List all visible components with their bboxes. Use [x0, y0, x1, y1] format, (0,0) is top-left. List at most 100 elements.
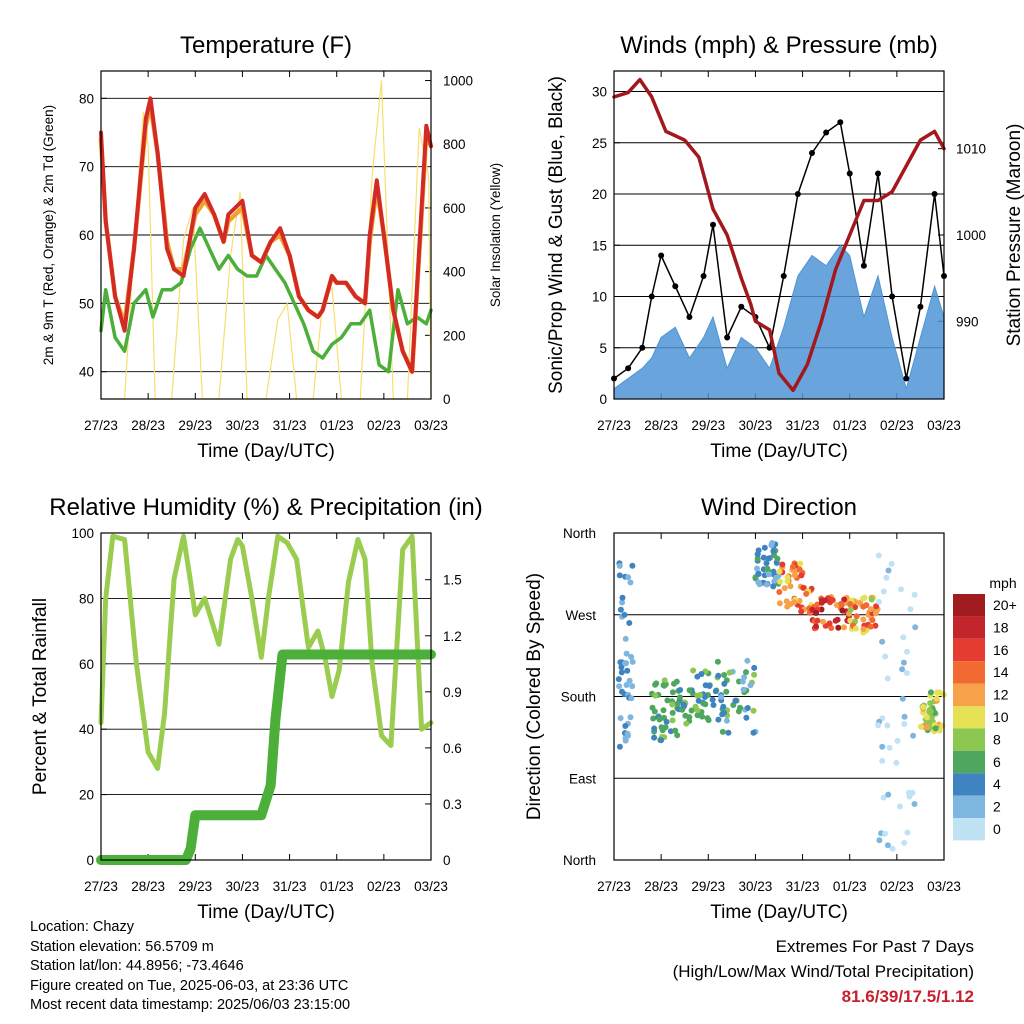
direction-point — [879, 743, 886, 750]
direction-point — [882, 830, 888, 837]
y-tick-label: 5 — [599, 341, 607, 356]
direction-point — [735, 708, 742, 715]
direction-point — [718, 693, 725, 700]
direction-point — [857, 599, 864, 606]
legend-label: 18 — [993, 619, 1009, 635]
direction-point — [888, 560, 895, 567]
direction-point — [677, 687, 684, 693]
direction-point — [880, 794, 887, 801]
direction-point — [669, 701, 676, 708]
series-gust — [613, 121, 945, 380]
direction-point — [702, 701, 709, 708]
direction-point — [627, 714, 634, 721]
direction-point — [934, 689, 941, 696]
direction-point — [901, 713, 908, 720]
x-tick-label: 03/23 — [927, 879, 961, 894]
direction-point — [622, 635, 629, 642]
direction-point — [790, 563, 796, 570]
direction-point — [776, 600, 783, 607]
x-tick-label: 29/23 — [178, 418, 212, 433]
direction-point — [928, 689, 934, 696]
x-tick-label: 29/23 — [691, 418, 725, 433]
legend-swatch — [953, 594, 985, 617]
direction-point — [894, 737, 901, 744]
direction-point — [617, 606, 624, 613]
direction-point — [884, 842, 891, 849]
plot-frame — [613, 532, 945, 861]
direction-point — [829, 597, 836, 604]
legend-swatch — [953, 616, 985, 639]
x-tick-label: 27/23 — [597, 879, 631, 894]
direction-point — [616, 743, 623, 750]
direction-point — [624, 667, 631, 674]
x-tick-label: 28/23 — [131, 418, 165, 433]
direction-point — [781, 585, 788, 592]
direction-point — [617, 715, 624, 722]
legend-swatch — [953, 750, 985, 774]
legend-title: mph — [989, 575, 1016, 591]
direction-point — [867, 606, 874, 613]
direction-point — [776, 568, 783, 575]
direction-point — [911, 591, 918, 598]
x-tick-label: 02/23 — [880, 418, 914, 433]
direction-point — [791, 572, 798, 579]
direction-point — [694, 707, 701, 714]
direction-point — [852, 625, 859, 632]
direction-point — [896, 803, 903, 810]
direction-point — [879, 638, 886, 645]
direction-point — [650, 715, 657, 722]
x-tick-label: 31/23 — [786, 879, 820, 894]
x-axis-label: Time (Day/UTC) — [710, 902, 848, 923]
direction-point — [721, 680, 728, 687]
y-tick-label: 80 — [79, 591, 94, 606]
x-axis-label: Time (Day/UTC) — [197, 902, 335, 923]
x-tick-label: 28/23 — [644, 418, 678, 433]
direction-point — [826, 620, 833, 627]
direction-point — [779, 561, 786, 568]
direction-point — [699, 713, 706, 720]
direction-point — [910, 732, 917, 739]
direction-point — [883, 574, 890, 581]
direction-point — [932, 725, 939, 732]
direction-point — [776, 578, 783, 585]
direction-point — [893, 759, 900, 766]
direction-point — [622, 723, 629, 729]
extremes-title: Extremes For Past 7 Days — [775, 937, 974, 956]
legend-label: 20+ — [993, 597, 1017, 613]
direction-point — [617, 659, 624, 666]
direction-point — [889, 845, 896, 852]
direction-point — [660, 682, 667, 689]
direction-point — [841, 596, 848, 603]
direction-point — [723, 688, 730, 695]
direction-point — [672, 727, 679, 734]
x-tick-label: 02/23 — [367, 879, 401, 894]
y-tick-label: West — [565, 608, 596, 623]
direction-point — [754, 551, 761, 558]
direction-point — [872, 622, 879, 629]
direction-point — [875, 722, 882, 729]
x-tick-label: 31/23 — [273, 879, 307, 894]
series-relative-humidity — [98, 533, 434, 771]
direction-point — [755, 579, 762, 586]
chart-title: Relative Humidity (%) & Precipitation (i… — [49, 494, 482, 521]
direction-point — [933, 695, 940, 702]
direction-point — [879, 757, 886, 764]
direction-point — [852, 604, 859, 611]
direction-point — [732, 697, 739, 704]
station-info: Location: Chazy Station elevation: 56.57… — [30, 918, 350, 1016]
direction-point — [690, 667, 697, 674]
x-tick-label: 28/23 — [644, 879, 678, 894]
direction-point — [619, 688, 625, 695]
direction-point — [787, 583, 794, 590]
y-right-tick-label: 0.3 — [443, 797, 462, 812]
direction-point — [619, 594, 626, 601]
direction-point — [903, 670, 910, 677]
direction-point — [841, 624, 847, 631]
plot-frame — [100, 532, 432, 861]
direction-point — [661, 677, 668, 684]
direction-point — [743, 714, 750, 721]
direction-point — [875, 552, 882, 559]
legend-swatch — [953, 683, 985, 706]
wind-direction-panel: Wind Direction Time (Day/UTC) 27/23 28/23 29… — [524, 494, 961, 923]
legend-swatch — [953, 661, 985, 684]
